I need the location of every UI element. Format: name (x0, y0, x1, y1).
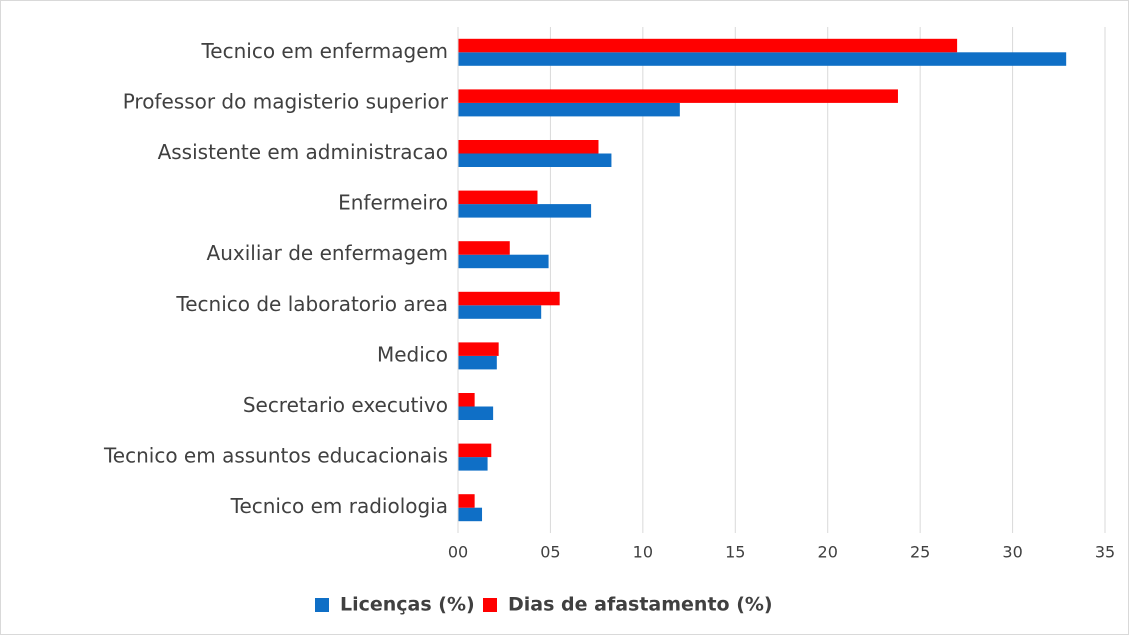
bar (458, 89, 898, 103)
bar (458, 204, 592, 218)
x-tick-label: 00 (448, 543, 468, 562)
bar (458, 457, 488, 471)
bar (458, 443, 492, 458)
x-tick-label: 15 (725, 543, 745, 562)
bar (458, 494, 475, 508)
category-label: Tecnico em enfermagem (200, 39, 448, 63)
category-label: Professor do magisterio superior (123, 89, 449, 113)
bar (458, 406, 494, 420)
legend-swatch (315, 598, 329, 612)
category-label: Enfermeiro (338, 191, 448, 215)
x-tick-label: 05 (540, 543, 560, 562)
bar (458, 140, 599, 154)
category-label: Medico (377, 342, 448, 366)
bar (458, 305, 542, 319)
x-tick-label: 20 (818, 543, 838, 562)
category-label: Tecnico em assuntos educacionais (103, 444, 448, 468)
x-tick-label: 10 (633, 543, 653, 562)
bar (458, 153, 612, 167)
bar (458, 291, 560, 306)
x-tick-label: 35 (1095, 543, 1115, 562)
bar (458, 342, 499, 356)
bar (458, 393, 475, 407)
bar (458, 190, 538, 205)
category-label: Tecnico em radiologia (230, 494, 448, 518)
bar (458, 38, 958, 53)
bar (458, 241, 510, 255)
legend-swatch (483, 598, 497, 612)
category-label: Assistente em administracao (158, 140, 448, 164)
bar (458, 355, 497, 370)
x-tick-label: 30 (1002, 543, 1022, 562)
bar (458, 52, 1067, 66)
bar (458, 254, 549, 269)
bar (458, 507, 483, 522)
legend-label: Dias de afastamento (%) (508, 594, 773, 616)
category-label: Secretario executivo (243, 393, 448, 417)
category-label: Auxiliar de enfermagem (207, 241, 448, 265)
legend-label: Licenças (%) (340, 594, 475, 616)
x-tick-label: 25 (910, 543, 930, 562)
category-label: Tecnico de laboratorio area (175, 292, 448, 316)
bar (458, 102, 680, 117)
